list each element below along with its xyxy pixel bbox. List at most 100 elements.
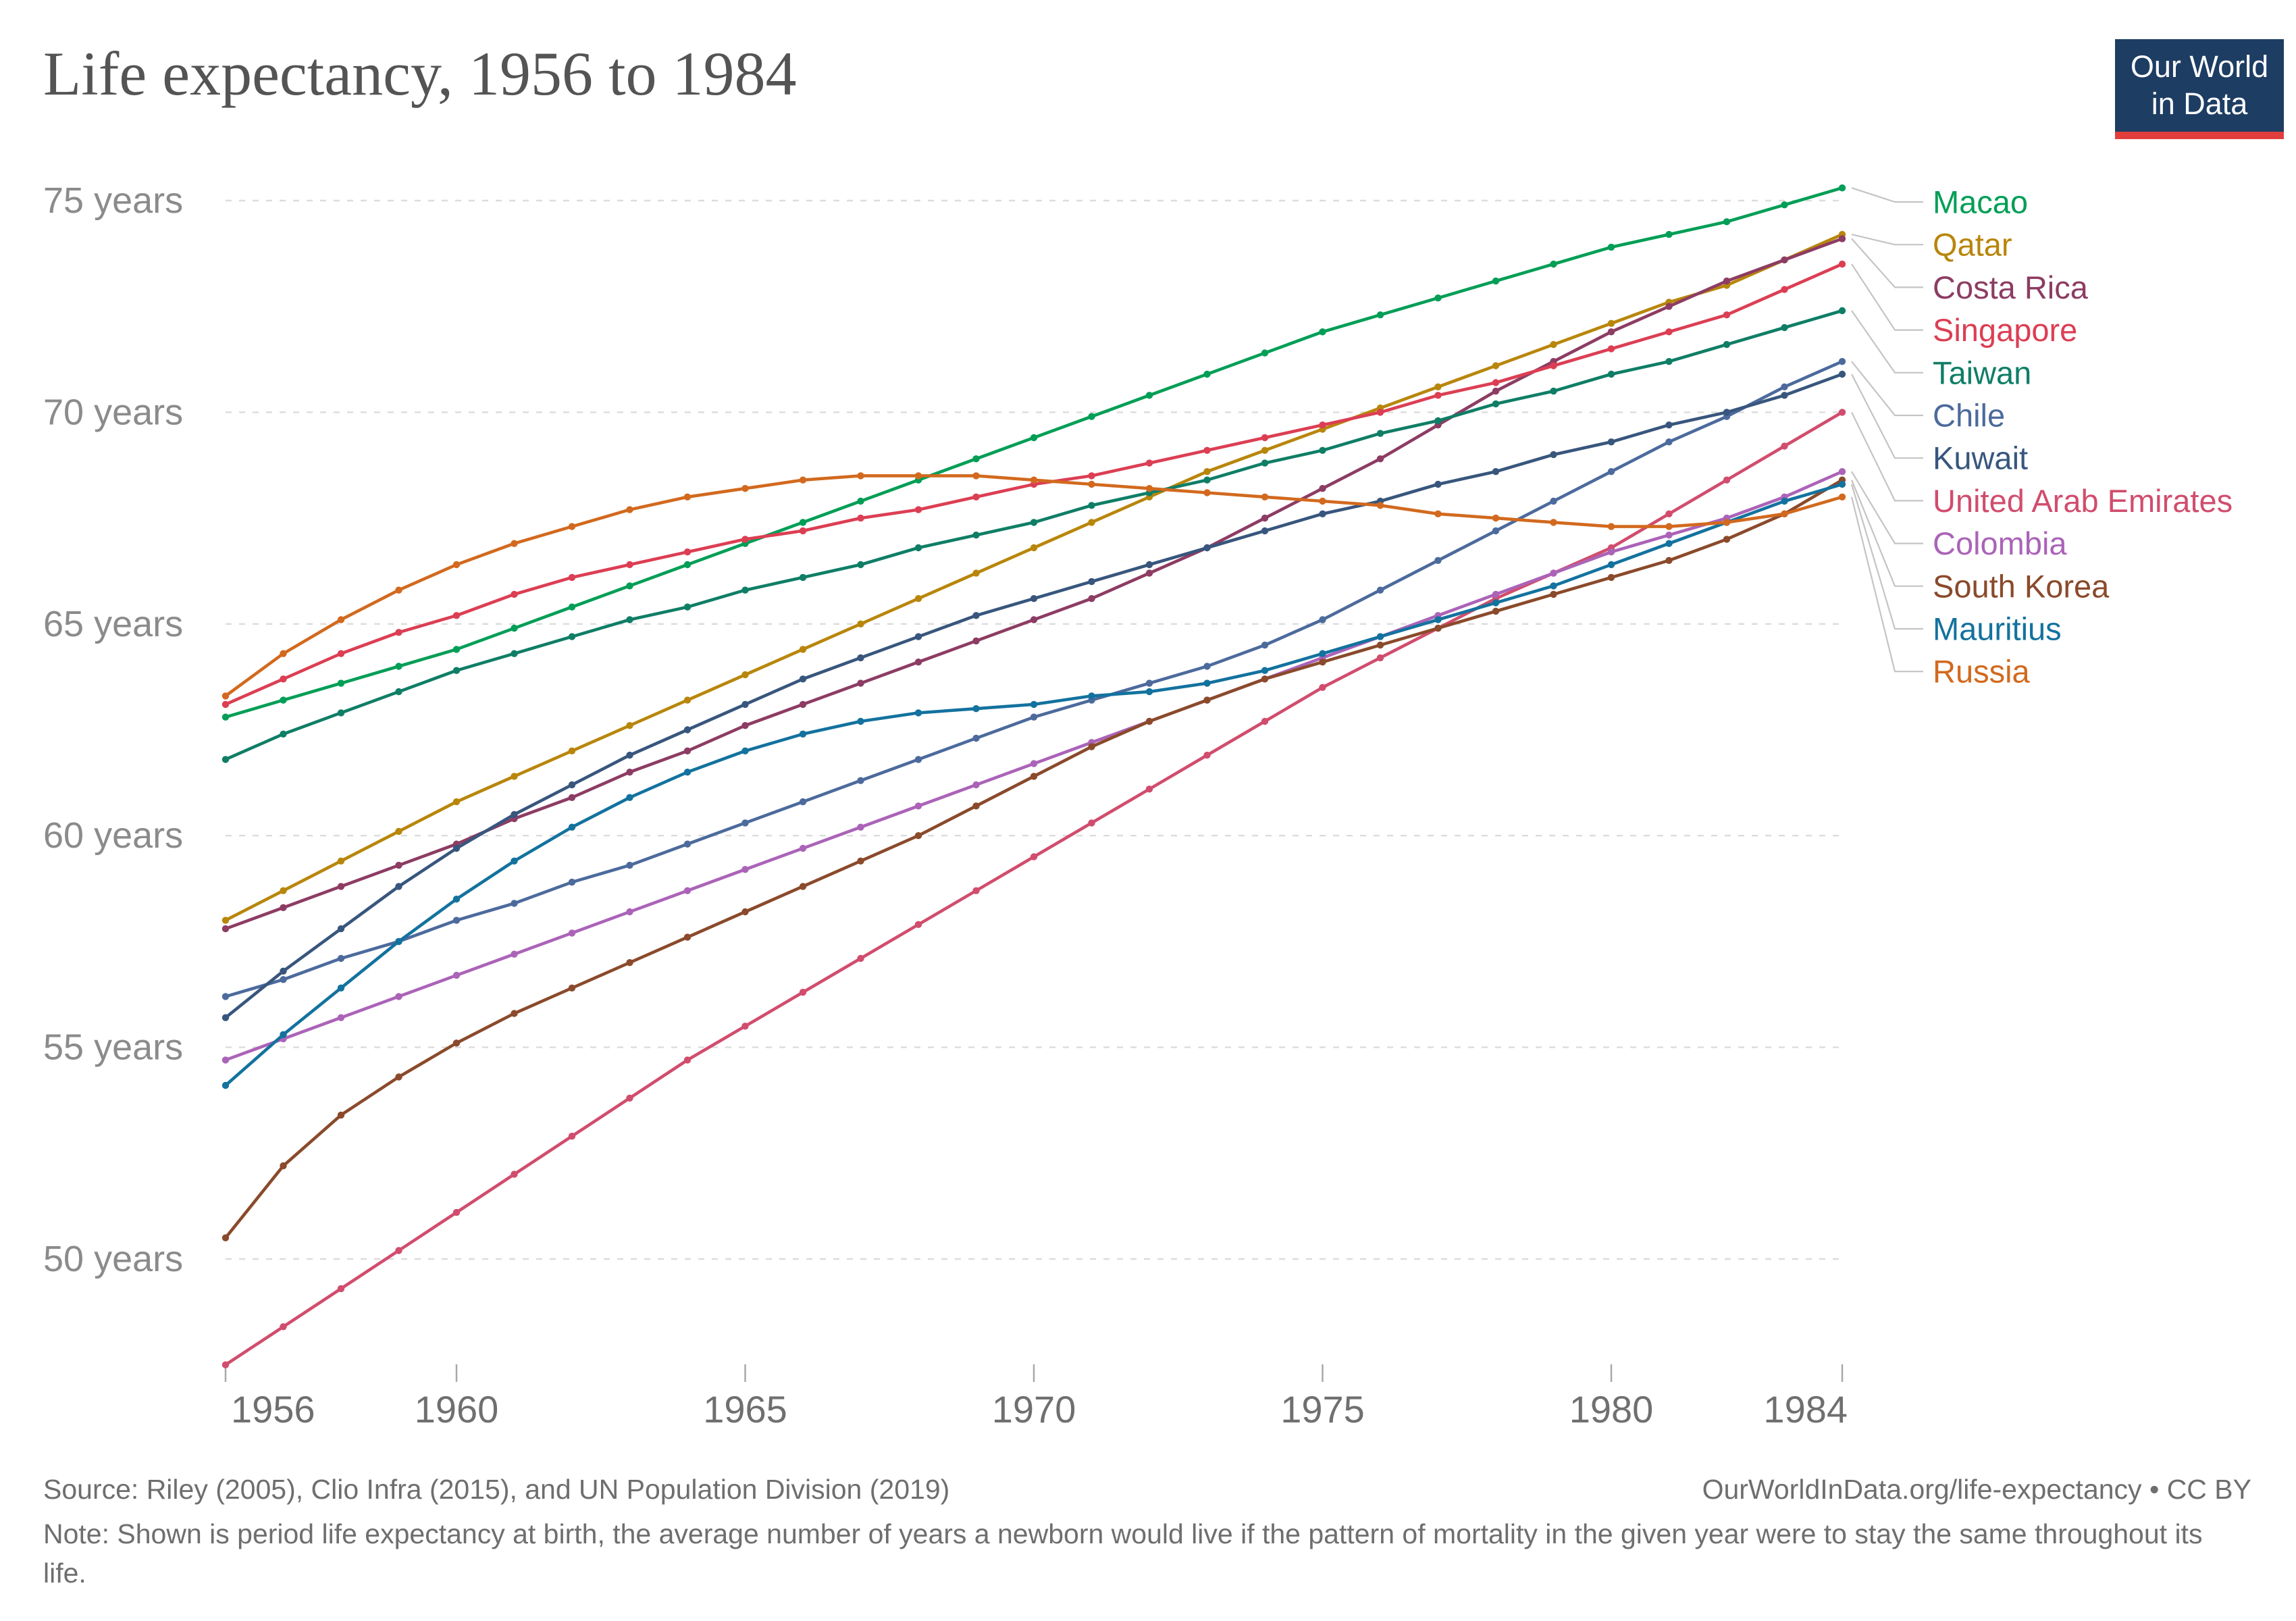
data-point-kuwait — [914, 633, 922, 640]
series-line-taiwan[interactable] — [224, 309, 1844, 761]
owid-link[interactable]: OurWorldInData.org/life-expectancy • CC … — [1702, 1474, 2251, 1505]
data-point-south-korea — [857, 857, 864, 865]
legend-label-colombia[interactable]: Colombia — [1933, 525, 2067, 561]
legend-connector-singapore — [1851, 263, 1923, 331]
legend-connector-qatar — [1851, 234, 1923, 246]
data-point-qatar — [1088, 519, 1095, 526]
series-line-mauritius[interactable] — [224, 482, 1844, 1087]
data-point-russia — [1665, 523, 1673, 530]
data-point-russia — [914, 472, 922, 480]
data-point-united-arab-emirates — [511, 1170, 518, 1178]
data-point-united-arab-emirates — [1723, 476, 1731, 484]
x-axis-label: 1970 — [992, 1388, 1076, 1431]
data-point-colombia — [1838, 468, 1846, 475]
series-line-chile[interactable] — [224, 359, 1844, 998]
y-axis-label: 70 years — [43, 392, 183, 432]
data-point-qatar — [1030, 544, 1038, 552]
series-line-kuwait[interactable] — [224, 372, 1844, 1019]
x-axis-label: 1956 — [231, 1388, 315, 1431]
legend-label-kuwait[interactable]: Kuwait — [1933, 440, 2028, 476]
data-point-chile — [1376, 586, 1384, 594]
legend-label-south-korea[interactable]: South Korea — [1933, 568, 2110, 604]
data-point-russia — [857, 472, 864, 480]
legend-label-qatar[interactable]: Qatar — [1933, 227, 2012, 263]
data-point-mauritius — [1261, 667, 1269, 674]
data-point-united-arab-emirates — [280, 1323, 287, 1331]
data-point-south-korea — [568, 984, 576, 992]
legend-label-chile[interactable]: Chile — [1933, 398, 2005, 434]
data-point-south-korea — [1492, 607, 1500, 615]
data-point-chile — [1261, 641, 1269, 649]
page-title: Life expectancy, 1956 to 1984 — [43, 39, 797, 108]
source-text: Source: Riley (2005), Clio Infra (2015),… — [43, 1474, 950, 1505]
data-point-south-korea — [799, 883, 807, 890]
data-point-colombia — [626, 908, 633, 916]
data-point-qatar — [568, 747, 576, 755]
owid-logo[interactable]: Our World in Data — [2115, 39, 2284, 139]
data-point-macao — [395, 663, 402, 670]
legend-label-united-arab-emirates[interactable]: United Arab Emirates — [1933, 483, 2233, 519]
data-point-united-arab-emirates — [395, 1247, 402, 1254]
legend-label-russia[interactable]: Russia — [1933, 654, 2031, 690]
data-point-mauritius — [337, 984, 345, 992]
data-point-colombia — [395, 993, 402, 1000]
data-point-costa-rica — [1665, 303, 1673, 310]
data-point-russia — [511, 540, 518, 547]
data-point-united-arab-emirates — [857, 954, 864, 962]
data-point-south-korea — [511, 1010, 518, 1017]
legend-connector-russia — [1850, 496, 1923, 673]
data-point-colombia — [857, 823, 864, 831]
data-point-south-korea — [1319, 659, 1326, 666]
data-point-kuwait — [626, 751, 633, 759]
data-point-kuwait — [1145, 561, 1153, 569]
data-point-taiwan — [395, 688, 402, 696]
data-point-colombia — [683, 887, 692, 894]
data-point-costa-rica — [683, 747, 692, 755]
data-point-chile — [914, 756, 922, 763]
data-point-macao — [1203, 370, 1211, 378]
data-point-qatar — [799, 646, 807, 653]
data-point-costa-rica — [337, 883, 345, 890]
legend-label-costa-rica[interactable]: Costa Rica — [1933, 269, 2089, 305]
data-point-united-arab-emirates — [1030, 853, 1038, 860]
data-point-costa-rica — [857, 679, 864, 687]
x-axis-label: 1975 — [1280, 1388, 1365, 1431]
data-point-taiwan — [972, 532, 980, 539]
data-point-united-arab-emirates — [568, 1133, 576, 1140]
data-point-south-korea — [683, 933, 692, 941]
data-point-taiwan — [683, 603, 692, 611]
data-point-mauritius — [741, 747, 749, 755]
data-point-kuwait — [1723, 409, 1731, 416]
data-point-singapore — [1145, 459, 1153, 467]
data-point-taiwan — [914, 544, 922, 552]
data-point-mauritius — [683, 769, 692, 776]
data-point-kuwait — [1607, 438, 1615, 446]
legend-label-singapore[interactable]: Singapore — [1933, 312, 2077, 348]
data-point-singapore — [1203, 446, 1211, 454]
chart-footer: Source: Riley (2005), Clio Infra (2015),… — [43, 1470, 2251, 1593]
series-line-russia[interactable] — [224, 474, 1844, 698]
data-point-russia — [1261, 493, 1269, 500]
legend-connector-kuwait — [1851, 374, 1923, 459]
legend-label-mauritius[interactable]: Mauritius — [1933, 611, 2062, 647]
series-line-costa-rica[interactable] — [224, 237, 1844, 931]
data-point-qatar — [337, 857, 345, 865]
data-point-chile — [1434, 557, 1442, 564]
data-point-mauritius — [1838, 480, 1846, 488]
data-point-costa-rica — [741, 722, 749, 729]
data-point-costa-rica — [1781, 256, 1788, 263]
data-point-russia — [741, 485, 749, 492]
data-point-colombia — [972, 781, 980, 789]
legend-label-taiwan[interactable]: Taiwan — [1933, 355, 2031, 390]
data-point-kuwait — [1665, 421, 1673, 429]
data-point-kuwait — [1030, 595, 1038, 602]
data-point-chile — [568, 878, 576, 886]
data-point-taiwan — [1838, 307, 1846, 315]
legend-connector-taiwan — [1851, 310, 1923, 374]
series-line-macao[interactable] — [224, 186, 1844, 719]
data-point-united-arab-emirates — [741, 1023, 749, 1030]
data-point-russia — [1088, 480, 1095, 488]
legend-label-macao[interactable]: Macao — [1933, 184, 2028, 220]
legend-connector-colombia — [1851, 471, 1923, 544]
